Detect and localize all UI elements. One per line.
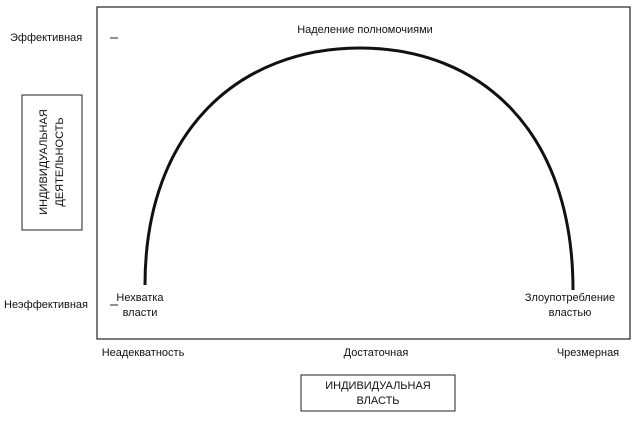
left-label: Нехватка	[116, 292, 164, 304]
right-label: властью	[549, 307, 592, 319]
x-label: Неадекватность	[102, 347, 185, 359]
x-label: Достаточная	[344, 347, 409, 359]
x-title-line: ИНДИВИДУАЛЬНАЯ	[325, 380, 431, 392]
x-title-box	[300, 374, 456, 412]
frame	[96, 6, 631, 340]
x-title-line: ВЛАСТЬ	[356, 395, 399, 407]
y-title-box	[21, 94, 83, 231]
y-high-label: Эффективная	[10, 32, 82, 44]
peak-label: Наделение полномочиями	[297, 24, 433, 36]
x-label: Чрезмерная	[557, 347, 619, 359]
y-title-line: ДЕЯТЕЛЬНОСТЬ	[54, 117, 66, 206]
left-label: власти	[123, 307, 158, 319]
y-title: ИНДИВИДУАЛЬНАЯ ДЕЯТЕЛЬНОСТЬ	[38, 109, 66, 215]
curve	[143, 46, 575, 291]
y-title-line: ИНДИВИДУАЛЬНАЯ	[38, 109, 50, 215]
right-label: Злоупотребление	[525, 292, 615, 304]
y-low-label: Неэффективная	[4, 299, 88, 311]
